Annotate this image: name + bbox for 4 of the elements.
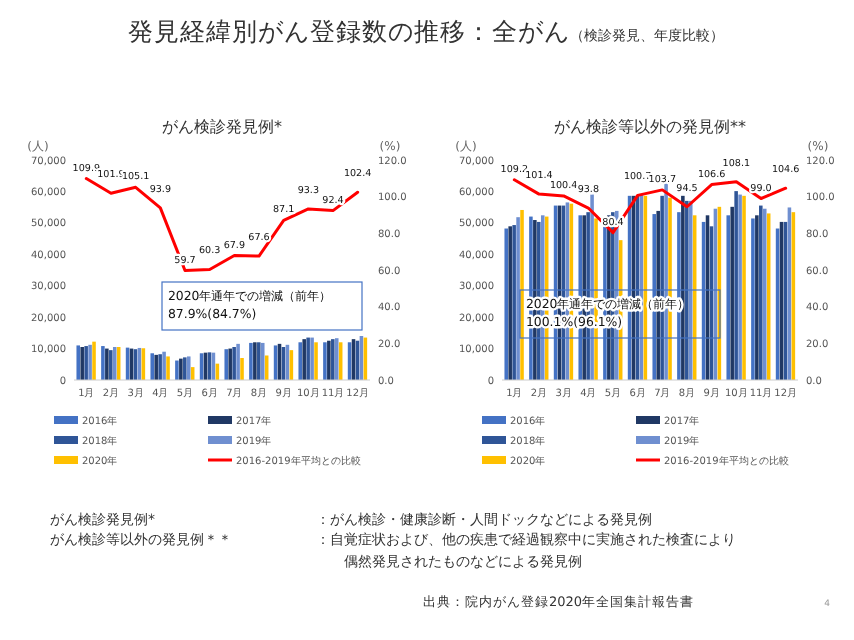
- line-series: [512, 178, 788, 235]
- chart-title: がん検診発見例*: [162, 118, 282, 136]
- line-series: [84, 177, 360, 273]
- chart-title: がん検診等以外の発見例**: [554, 118, 746, 136]
